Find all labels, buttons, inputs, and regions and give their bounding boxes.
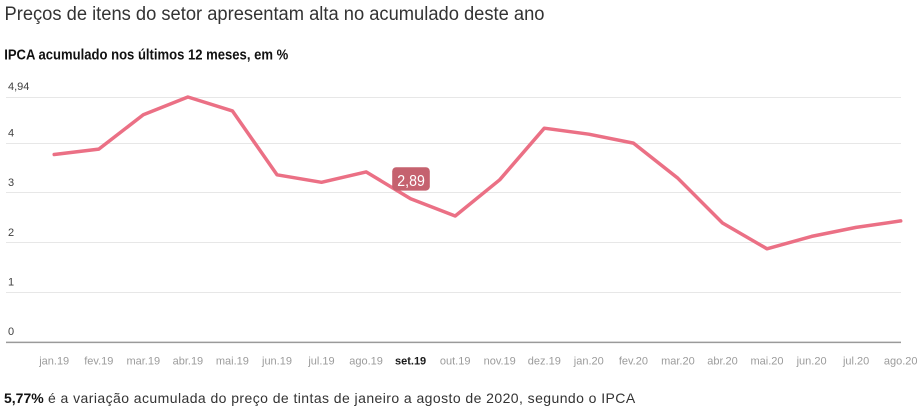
svg-text:set.19: set.19	[395, 355, 426, 367]
svg-text:Preços de itens do setor apres: Preços de itens do setor apresentam alta…	[5, 4, 545, 25]
svg-text:jul.19: jul.19	[307, 355, 334, 367]
svg-text:out.19: out.19	[440, 355, 471, 367]
svg-text:jun.20: jun.20	[796, 355, 827, 367]
svg-text:jul.20: jul.20	[842, 355, 869, 367]
svg-text:mar.19: mar.19	[126, 355, 160, 367]
svg-text:jan.19: jan.19	[38, 355, 69, 367]
svg-text:ago.19: ago.19	[349, 355, 383, 367]
svg-text:3: 3	[8, 177, 14, 189]
svg-text:dez.19: dez.19	[528, 355, 561, 367]
svg-text:abr.19: abr.19	[173, 355, 204, 367]
svg-text:fev.19: fev.19	[84, 355, 113, 367]
svg-text:ago.20: ago.20	[884, 355, 918, 367]
svg-text:4: 4	[8, 128, 14, 140]
svg-text:jan.20: jan.20	[573, 355, 604, 367]
svg-text:2,89: 2,89	[397, 173, 425, 190]
svg-text:mar.20: mar.20	[661, 355, 695, 367]
svg-text:4,94: 4,94	[8, 81, 29, 93]
svg-text:fev.20: fev.20	[619, 355, 648, 367]
svg-text:mai.20: mai.20	[750, 355, 783, 367]
svg-text:jun.19: jun.19	[261, 355, 292, 367]
svg-text:nov.19: nov.19	[484, 355, 516, 367]
svg-text:mai.19: mai.19	[216, 355, 249, 367]
svg-text:abr.20: abr.20	[707, 355, 738, 367]
svg-text:0: 0	[8, 326, 14, 338]
svg-text:5,77% é a variação acumulada d: 5,77% é a variação acumulada do preço de…	[4, 390, 636, 406]
svg-text:2: 2	[8, 227, 14, 239]
svg-text:IPCA acumulado nos últimos 12: IPCA acumulado nos últimos 12 meses, em …	[4, 47, 288, 64]
svg-text:1: 1	[8, 276, 14, 288]
